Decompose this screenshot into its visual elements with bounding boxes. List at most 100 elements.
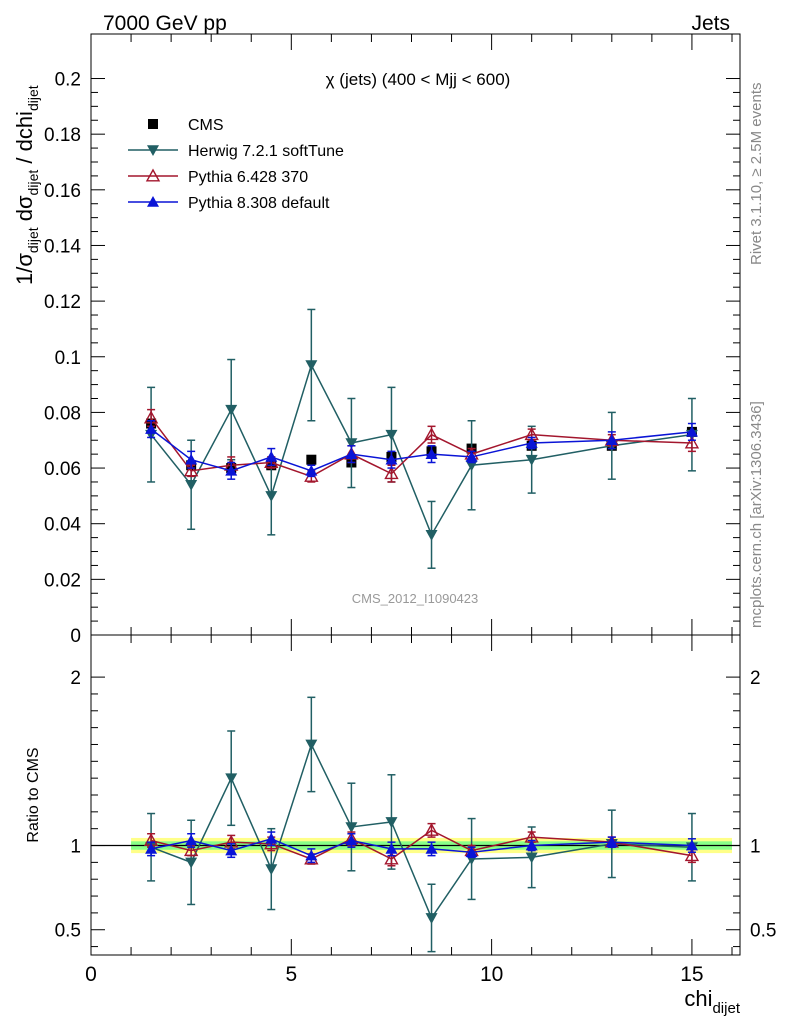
ratio-ytick-label: 2	[70, 668, 81, 689]
legend-entry: Pythia 8.308 default	[128, 195, 330, 212]
series-group	[145, 420, 698, 480]
data-point	[183, 463, 199, 477]
data-point	[685, 839, 698, 851]
data-point	[305, 849, 318, 861]
xlabel-sub: dijet	[712, 1000, 740, 1017]
ratio-x-axis: 0 5 10 15	[85, 635, 733, 986]
data-point	[424, 822, 439, 836]
data-point	[225, 464, 238, 476]
data-point	[265, 832, 278, 844]
rivet-version-label: Rivet 3.1.10, ≥ 2.5M events	[748, 83, 765, 266]
data-point	[185, 479, 198, 491]
data-point	[385, 817, 398, 828]
data-point	[225, 844, 238, 856]
legend-label: Pythia 8.308 default	[188, 195, 330, 212]
ratio-series	[143, 696, 700, 953]
data-point	[525, 454, 538, 466]
ratio-panel: 0.5 0.5 1 1 2 2 0 5 10 15 Ratio to CMS chidijet	[25, 634, 776, 1017]
ratio-xtick-label: 5	[285, 963, 297, 986]
data-point	[345, 822, 358, 833]
series-line	[150, 837, 692, 857]
data-point	[384, 851, 399, 865]
data-point	[525, 437, 538, 448]
main-x-ticks	[90, 34, 733, 635]
data-point	[225, 773, 238, 785]
data-point	[306, 454, 317, 465]
data-point	[385, 429, 398, 441]
data-point	[145, 423, 158, 434]
data-point	[305, 360, 318, 372]
ylabel-sub2: dijet	[25, 170, 41, 196]
data-point	[345, 834, 358, 846]
data-point	[145, 168, 161, 182]
ratio-ytick-label-right: 2	[750, 668, 761, 689]
data-point	[684, 848, 700, 862]
data-point	[265, 864, 278, 876]
legend: CMS Herwig 7.2.1 softTune Pythia 6.428 370…	[128, 117, 344, 212]
main-ytick-label: 0.02	[44, 570, 81, 591]
data-point	[265, 491, 278, 502]
data-point	[425, 913, 438, 924]
ylabel-suffix: / dchi	[12, 111, 37, 170]
ratio-ytick-label-right: 1	[750, 837, 761, 858]
ratio-xtick-label: 0	[85, 963, 97, 986]
data-point	[185, 857, 198, 869]
ratio-xtick-label: 15	[680, 963, 703, 986]
data-point	[605, 434, 618, 446]
data-point	[265, 450, 278, 462]
legend-entry: CMS	[148, 117, 224, 134]
data-point	[345, 438, 358, 450]
ratio-y-axis: 0.5 0.5 1 1 2 2	[55, 668, 776, 948]
data-point	[145, 842, 158, 854]
ylabel-sub3: dijet	[25, 85, 41, 111]
data-point	[305, 739, 318, 751]
data-point	[525, 839, 538, 851]
data-point	[425, 448, 438, 459]
data-point	[185, 834, 198, 846]
ratio-ytick-label: 1	[70, 837, 81, 858]
main-y-axis: 0 0.02 0.04 0.06 0.08 0.1 0.12 0.14 0.16 0.18 0.2	[44, 70, 740, 647]
legend-label: Herwig 7.2.1 softTune	[188, 143, 344, 160]
main-ytick-label: 0.1	[55, 348, 81, 369]
ratio-y-axis-label: Ratio to CMS	[25, 747, 42, 842]
data-point	[147, 145, 159, 156]
main-ytick-label: 0.12	[44, 292, 81, 313]
data-point	[385, 453, 398, 465]
data-point	[384, 466, 399, 480]
data-point	[525, 852, 538, 864]
main-panel: 00.020.040.060.080.10.120.140.160.180.2 …	[12, 33, 741, 647]
header-right: Jets	[691, 12, 730, 35]
main-ytick-label: 0.06	[44, 459, 81, 480]
xlabel-main: chi	[684, 986, 712, 1011]
ylabel-mid: dσ	[12, 195, 37, 227]
ylabel-prefix: 1/σ	[12, 253, 37, 285]
mcplots-source-label: mcplots.cern.ch [arXiv:1306.3436]	[748, 401, 765, 628]
data-point	[147, 196, 159, 207]
data-point	[425, 530, 438, 541]
data-point	[465, 450, 478, 462]
main-y-axis-label: 1/σdijet dσdijet / dchidijet	[12, 85, 41, 285]
header-left: 7000 GeV pp	[103, 12, 227, 35]
main-ytick-label: 0.08	[44, 403, 81, 424]
analysis-watermark: CMS_2012_I1090423	[352, 591, 479, 606]
data-point	[185, 453, 198, 465]
data-point	[264, 455, 279, 468]
data-point	[424, 427, 439, 441]
main-ytick-label: 0	[70, 626, 81, 647]
series-line	[150, 742, 692, 920]
main-series	[143, 308, 700, 569]
data-point	[183, 843, 199, 857]
series-group	[145, 831, 698, 864]
data-point	[465, 846, 478, 858]
data-point	[685, 425, 698, 437]
data-point	[305, 464, 318, 476]
legend-entry: Herwig 7.2.1 softTune	[128, 143, 344, 160]
data-point	[605, 836, 618, 847]
main-ytick-label: 0.2	[55, 70, 81, 91]
series-line	[150, 428, 693, 472]
data-point	[684, 435, 700, 449]
chart-title: χ (jets) (400 < Mjj < 600)	[326, 70, 511, 89]
data-point	[345, 448, 358, 459]
data-point	[225, 404, 238, 416]
